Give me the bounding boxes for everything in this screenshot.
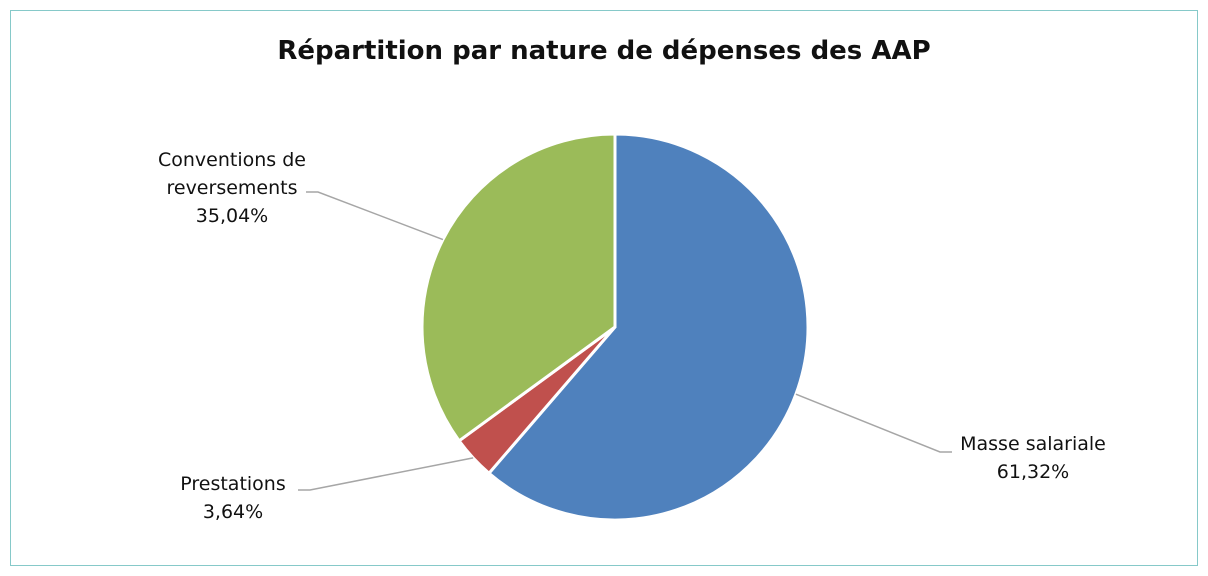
pie-slice [486,132,810,522]
category-label: Prestations [180,473,286,495]
pie-slice [420,132,617,443]
category-label: Masse salariale [960,433,1106,455]
category-label: Conventions de reversements [158,149,306,199]
value-label: 3,64% [202,501,264,523]
value-label: 61,32% [996,461,1070,483]
leader-line [306,191,444,241]
chart-title: Répartition par nature de dépenses des A… [277,36,931,66]
value-label: 35,04% [195,205,269,227]
leader-line [795,393,952,453]
leader-line [298,457,474,491]
